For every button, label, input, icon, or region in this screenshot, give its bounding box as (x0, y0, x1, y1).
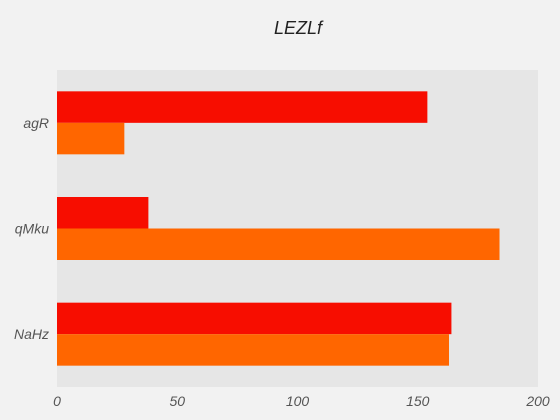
x-tick-label: 100 (286, 393, 310, 409)
x-tick-label: 50 (169, 393, 185, 409)
bar-NaHz-series-2 (57, 334, 450, 366)
y-tick-label: NaHz (14, 326, 49, 342)
bar-NaHz-series-1 (57, 302, 452, 335)
bar-agR-series-1 (57, 91, 428, 123)
bar-qMku-series-2 (57, 228, 500, 260)
bar-agR-series-2 (57, 122, 125, 155)
plot-area: agR qMku NaHz 0 50 100 150 200 (14, 70, 550, 409)
x-tick-label: 0 (53, 393, 61, 409)
y-tick-label: qMku (15, 221, 49, 237)
x-tick-label: 150 (406, 393, 430, 409)
y-tick-label: agR (23, 115, 49, 131)
chart-title: LEZLf (274, 18, 324, 38)
bar-qMku-series-1 (57, 197, 149, 229)
x-tick-label: 200 (525, 393, 550, 409)
